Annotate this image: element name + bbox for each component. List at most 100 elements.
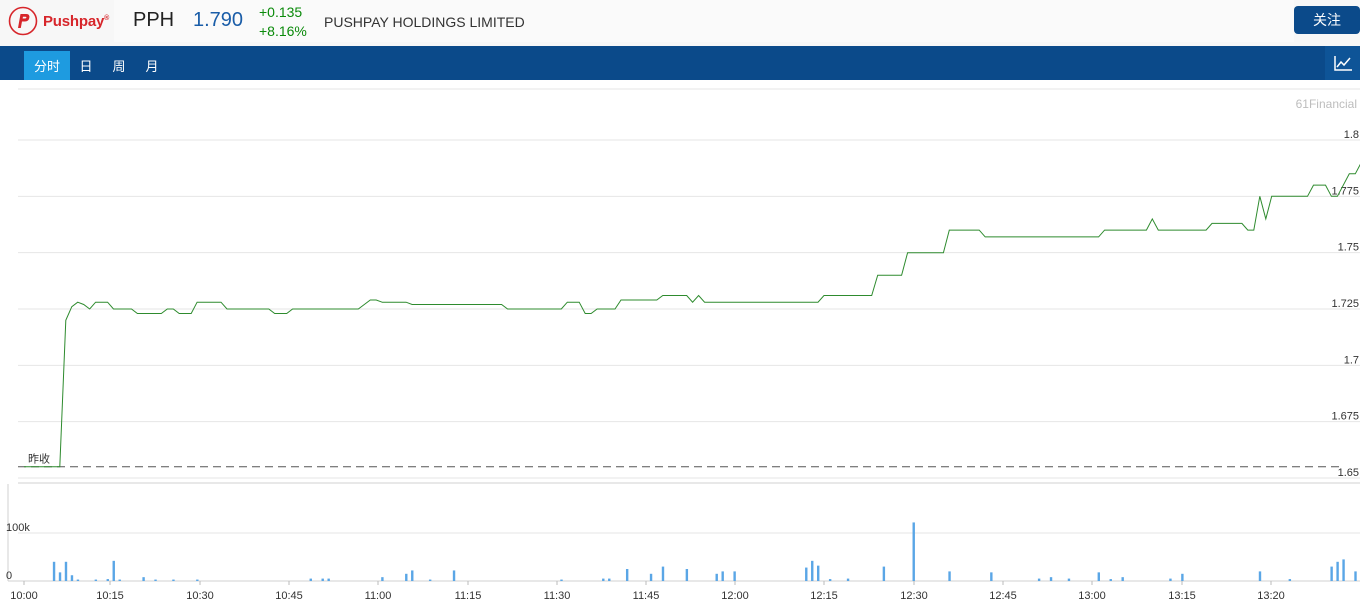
volume-bar — [1109, 579, 1112, 581]
brand-registered-mark: ® — [104, 14, 110, 22]
volume-bar — [685, 569, 689, 581]
volume-bar — [76, 579, 80, 581]
x-tick-label: 13:20 — [1257, 590, 1285, 602]
volume-bar — [625, 569, 629, 581]
volume-bar — [1288, 579, 1292, 581]
x-tick-label: 10:00 — [10, 590, 38, 602]
volume-bar — [118, 579, 121, 581]
volume-bar — [828, 579, 832, 581]
volume-bar — [948, 571, 951, 581]
y-tick-label: 1.7 — [1344, 354, 1359, 366]
volume-bar — [58, 572, 62, 581]
volume-bar — [64, 561, 68, 581]
period-tab-bar: 分时 日 周 月 — [0, 46, 1360, 80]
x-tick-label: 11:15 — [455, 590, 482, 602]
price-change: +0.135 — [259, 4, 303, 20]
brand-name: Pushpay® — [43, 13, 109, 30]
x-tick-label: 11:30 — [544, 590, 571, 602]
price-axis: 1.8 1.775 1.75 1.725 1.7 1.675 1.65 — [1331, 129, 1359, 479]
price-change-block: +0.135 +8.16% — [259, 3, 307, 41]
volume-bar — [196, 579, 199, 581]
stock-price: 1.790 — [193, 9, 244, 31]
volume-bar — [142, 577, 145, 581]
volume-bar — [817, 565, 820, 581]
volume-bar — [1121, 577, 1124, 581]
x-tick-label: 11:00 — [365, 590, 392, 602]
volume-bar — [912, 522, 915, 581]
brand-logo: Pushpay® — [8, 6, 112, 36]
company-name: PUSHPAY HOLDINGS LIMITED — [324, 14, 525, 30]
stock-symbol: PPH — [133, 9, 175, 31]
volume-bar — [608, 578, 611, 581]
volume-bar — [715, 573, 718, 581]
volume-bar — [452, 570, 456, 581]
chart-type-button[interactable] — [1325, 46, 1360, 80]
volume-bar — [411, 570, 414, 581]
volume-bar — [1037, 578, 1041, 581]
volume-bar — [1342, 559, 1345, 581]
brand-name-text: Pushpay — [43, 12, 105, 30]
time-axis: 10:00 10:15 10:30 10:45 11:00 11:15 11:30 11:45… — [10, 581, 1285, 602]
tab-week[interactable]: 周 — [112, 59, 126, 74]
volume-bar — [560, 579, 563, 581]
volume-bar — [1097, 572, 1100, 581]
volume-tick-label: 100k — [6, 522, 30, 534]
price-change-percent: +8.16% — [259, 23, 307, 39]
volume-bar — [990, 572, 993, 581]
x-tick-label: 13:15 — [1168, 590, 1196, 602]
volume-bar — [428, 579, 432, 581]
volume-bar — [649, 573, 653, 581]
volume-bar — [1354, 571, 1357, 581]
volume-bar — [1169, 578, 1172, 581]
x-tick-label: 12:45 — [989, 590, 1017, 602]
volume-bar — [106, 579, 109, 581]
prev-close-label: 昨收 — [28, 452, 50, 466]
volume-bar — [811, 560, 814, 581]
y-tick-label: 1.65 — [1338, 467, 1359, 479]
x-tick-label: 10:15 — [96, 590, 124, 602]
volume-bar — [1049, 577, 1053, 581]
chart-watermark: 61Financial — [1296, 97, 1357, 111]
x-tick-label: 12:15 — [810, 590, 838, 602]
y-tick-label: 1.675 — [1331, 411, 1359, 423]
y-tick-label: 1.725 — [1331, 298, 1359, 310]
volume-tick-label: 0 — [6, 570, 12, 582]
volume-bar — [602, 578, 605, 581]
volume-bar — [70, 575, 74, 581]
x-tick-label: 10:30 — [186, 590, 214, 602]
chart-grid — [7, 88, 1360, 582]
y-tick-label: 1.75 — [1338, 242, 1359, 254]
volume-bar — [1258, 571, 1262, 581]
volume-bar — [52, 561, 56, 581]
header-bar: Pushpay® PPH 1.790 +0.135 +8.16% PUSHPAY… — [0, 0, 1360, 46]
tab-month[interactable]: 月 — [145, 59, 159, 74]
price-line — [24, 163, 1360, 468]
y-tick-label: 1.775 — [1331, 185, 1359, 197]
volume-bar — [94, 579, 98, 581]
pushpay-logo-icon — [8, 6, 38, 36]
volume-bar — [805, 567, 808, 581]
x-tick-label: 12:00 — [721, 590, 749, 602]
volume-bar — [1181, 573, 1184, 581]
volume-bar — [846, 578, 850, 581]
volume-bar — [721, 571, 724, 581]
volume-bar — [733, 571, 736, 581]
volume-bar — [1336, 561, 1339, 581]
x-tick-label: 11:45 — [633, 590, 660, 602]
volume-bar — [661, 566, 665, 581]
x-tick-label: 13:00 — [1078, 590, 1106, 602]
line-chart-icon — [1333, 56, 1352, 71]
tab-intraday[interactable]: 分时 — [24, 51, 70, 80]
follow-button[interactable]: 关注 — [1294, 6, 1360, 34]
volume-bar — [381, 577, 384, 581]
volume-bar — [405, 573, 408, 581]
x-tick-label: 10:45 — [275, 590, 303, 602]
volume-bar — [154, 579, 157, 581]
intraday-chart: 61Financial 1.8 1.775 1.75 1.725 1.7 1.675 1.6… — [6, 88, 1360, 602]
volume-bars — [52, 522, 1357, 581]
volume-bar — [309, 578, 312, 581]
tab-day[interactable]: 日 — [79, 59, 93, 74]
volume-bar — [882, 566, 886, 581]
volume-axis: 100k 0 — [6, 522, 30, 582]
y-tick-label: 1.8 — [1344, 129, 1359, 141]
